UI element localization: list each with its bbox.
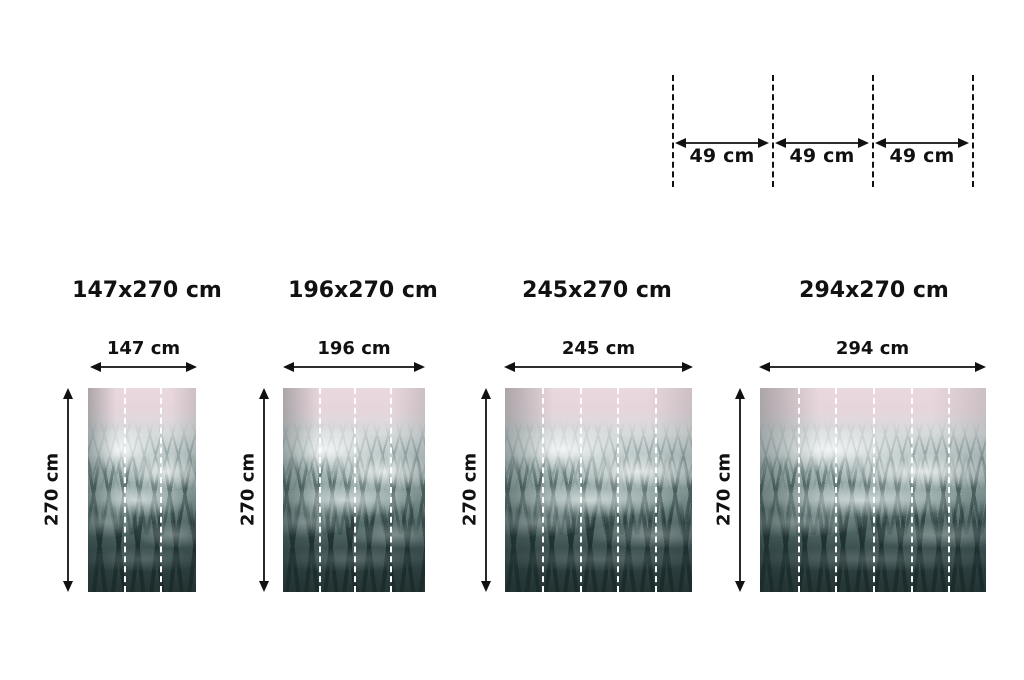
panel-title-294: 294x270 cm — [799, 278, 949, 303]
fog-layer — [760, 388, 986, 592]
legend-label-3: 49 cm — [889, 145, 955, 167]
height-arrow-294 — [733, 388, 747, 592]
seam-line-1 — [319, 388, 321, 592]
legend-arrow-3 — [875, 136, 969, 152]
seam-line-3 — [390, 388, 392, 592]
tree-layer-near — [505, 500, 692, 592]
height-label-147: 270 cm — [41, 452, 63, 527]
tree-layer-mid — [760, 453, 986, 535]
width-label-294: 294 cm — [835, 338, 910, 359]
width-arrow-245 — [504, 360, 693, 374]
shading-layer — [760, 388, 986, 592]
legend-label-1: 49 cm — [689, 145, 755, 167]
tree-layer-far — [88, 420, 196, 490]
seam-line-3 — [617, 388, 619, 592]
height-label-196: 270 cm — [237, 452, 259, 527]
tree-layer-near — [760, 500, 986, 592]
height-arrow-147 — [61, 388, 75, 592]
fog-layer — [283, 388, 425, 592]
legend-guide-line-4 — [972, 75, 974, 187]
tree-layer-near — [88, 500, 196, 592]
fog-layer — [505, 388, 692, 592]
shading-layer — [88, 388, 196, 592]
width-arrow-196 — [283, 360, 425, 374]
height-arrow-245 — [479, 388, 493, 592]
shading-layer — [283, 388, 425, 592]
seam-line-2 — [160, 388, 162, 592]
legend-arrow-1 — [675, 136, 769, 152]
seam-line-4 — [655, 388, 657, 592]
legend-guide-line-3 — [872, 75, 874, 187]
legend-guide-line-2 — [772, 75, 774, 187]
panel-title-147: 147x270 cm — [72, 278, 222, 303]
wallpaper-photo-147 — [88, 388, 196, 592]
seam-line-4 — [911, 388, 913, 592]
height-arrow-196 — [257, 388, 271, 592]
width-label-147: 147 cm — [106, 338, 181, 359]
seam-line-2 — [580, 388, 582, 592]
fog-layer — [88, 388, 196, 592]
legend-guide-line-1 — [672, 75, 674, 187]
panel-title-196: 196x270 cm — [288, 278, 438, 303]
width-arrow-147 — [90, 360, 197, 374]
width-arrow-294 — [759, 360, 986, 374]
wallpaper-photo-245 — [505, 388, 692, 592]
height-label-245: 270 cm — [459, 452, 481, 527]
panel-title-245: 245x270 cm — [522, 278, 672, 303]
tree-layer-mid — [505, 453, 692, 535]
width-label-245: 245 cm — [561, 338, 636, 359]
seam-line-2 — [835, 388, 837, 592]
seam-line-1 — [124, 388, 126, 592]
wallpaper-photo-196 — [283, 388, 425, 592]
seam-line-2 — [354, 388, 356, 592]
tree-layer-near — [283, 500, 425, 592]
shading-layer — [505, 388, 692, 592]
wallpaper-photo-294 — [760, 388, 986, 592]
tree-layer-mid — [283, 453, 425, 535]
seam-line-5 — [948, 388, 950, 592]
width-label-196: 196 cm — [317, 338, 391, 359]
tree-layer-far — [505, 420, 692, 490]
height-label-294: 270 cm — [713, 452, 735, 527]
seam-line-1 — [542, 388, 544, 592]
legend-arrow-2 — [775, 136, 869, 152]
seam-line-3 — [873, 388, 875, 592]
seam-line-1 — [798, 388, 800, 592]
tree-layer-mid — [88, 453, 196, 535]
tree-layer-far — [760, 420, 986, 490]
tree-layer-far — [283, 420, 425, 490]
legend-label-2: 49 cm — [789, 145, 855, 167]
